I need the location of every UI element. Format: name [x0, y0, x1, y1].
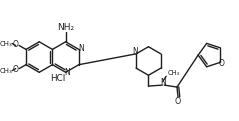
- Text: O: O: [13, 65, 19, 74]
- Text: HCl: HCl: [50, 74, 65, 83]
- Text: N: N: [78, 44, 84, 53]
- Text: CH₃: CH₃: [0, 41, 13, 46]
- Text: CH₃: CH₃: [0, 68, 13, 74]
- Text: N: N: [160, 78, 166, 87]
- Text: O: O: [219, 59, 225, 68]
- Text: N: N: [65, 68, 71, 77]
- Text: N: N: [132, 47, 137, 56]
- Text: O: O: [175, 97, 181, 106]
- Text: O: O: [13, 41, 19, 49]
- Text: NH₂: NH₂: [57, 23, 74, 32]
- Text: CH₃: CH₃: [167, 70, 179, 76]
